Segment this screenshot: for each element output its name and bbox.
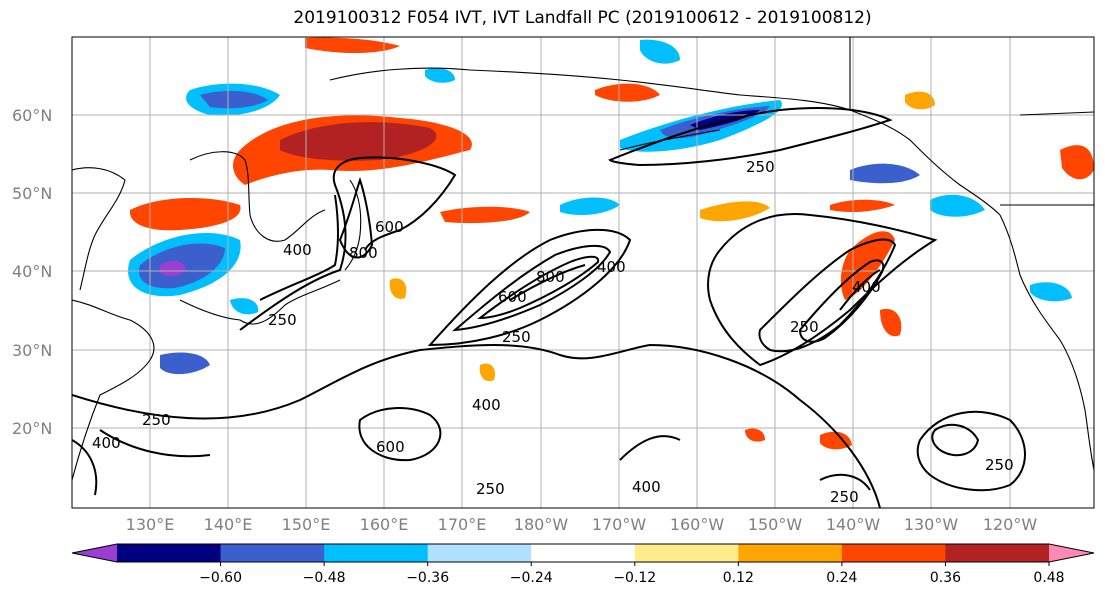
contour-label: 600 [498,288,527,306]
lat-label: 30°N [12,341,52,360]
contour-label: 400 [472,396,501,414]
colorbar-tick-label: −0.24 [510,570,553,586]
lon-label: 150°E [282,515,331,534]
contour-label: 250 [830,488,859,506]
colorbar-cell [117,544,222,562]
colorbar-cell [634,544,739,562]
colorbar-tick-label: 0.12 [723,570,754,586]
colorbar-cell [427,544,532,562]
colorbar-cell [220,544,325,562]
colorbar-cell [531,544,636,562]
contour-label: 400 [283,241,312,259]
contour-label: 250 [790,318,819,336]
contour-labels: 250 400 800 600 250 600 800 400 250 250 … [92,158,1014,506]
colorbar-extend-min [72,544,117,562]
contour-label: 400 [852,278,881,296]
colorbar-tick-label: −0.60 [199,570,242,586]
contour-label: 250 [268,311,297,329]
lon-label: 140°E [204,515,253,534]
map-frame [71,36,1095,509]
contour-label: 250 [985,456,1014,474]
contour-label: 800 [536,268,565,286]
graticule [72,37,1094,508]
colorbar-cell [324,544,429,562]
lon-label: 160°E [360,515,409,534]
map-title: 2019100312 F054 IVT, IVT Landfall PC (20… [293,8,872,28]
coastlines [72,37,1094,481]
positive-anomaly-shading [129,37,1094,450]
contour-label: 250 [142,411,171,429]
longitude-labels: 130°E 140°E 150°E 160°E 170°E 180°W 170°… [126,515,1038,534]
contour-label: 400 [597,258,626,276]
contour-label: 600 [375,218,404,236]
colorbar-tick-label: −0.48 [303,570,346,586]
lon-label: 140°W [826,515,881,534]
contour-label: 400 [92,434,121,452]
lat-label: 60°N [12,106,52,125]
contour-label: 800 [349,244,378,262]
colorbar-tick-label: −0.12 [613,570,656,586]
lon-label: 170°E [438,515,487,534]
lon-label: 170°W [592,515,647,534]
lon-label: 160°W [670,515,725,534]
lon-label: 130°W [904,515,959,534]
lon-label: 130°E [126,515,175,534]
colorbar-cell [945,544,1050,562]
latitude-labels: 60°N 50°N 40°N 30°N 20°N [12,106,52,438]
contour-label: 250 [476,480,505,498]
contour-label: 250 [502,328,531,346]
colorbar-tick-label: −0.36 [406,570,449,586]
contour-label: 600 [376,438,405,456]
ivt-contours [72,107,1026,508]
lat-label: 50°N [12,184,52,203]
colorbar-cell [738,544,843,562]
lat-label: 20°N [12,419,52,438]
colorbar-extend-max [1049,544,1094,562]
colorbar-tick-label: 0.48 [1033,570,1064,586]
lon-label: 150°W [748,515,803,534]
contour-label: 250 [746,158,775,176]
colorbar: −0.60 −0.48 −0.36 −0.24 −0.12 0.12 0.24 0.36 0.4… [71,543,1095,586]
colorbar-cell [841,544,946,562]
lon-label: 180°W [514,515,569,534]
lon-label: 120°W [983,515,1038,534]
contour-label: 400 [632,478,661,496]
colorbar-tick-label: 0.24 [826,570,857,586]
lat-label: 40°N [12,262,52,281]
colorbar-tick-label: 0.36 [930,570,961,586]
